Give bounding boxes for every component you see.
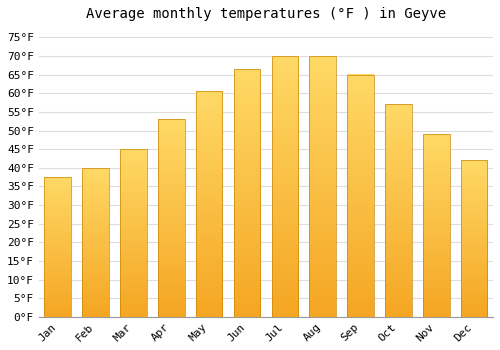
Bar [385,105,411,317]
Bar [44,177,71,317]
Bar [310,56,336,317]
Bar [158,119,184,317]
Title: Average monthly temperatures (°F ) in Geyve: Average monthly temperatures (°F ) in Ge… [86,7,446,21]
Bar [196,91,222,317]
Bar [234,69,260,317]
Bar [272,56,298,317]
Bar [461,160,487,317]
Bar [423,134,450,317]
Bar [348,75,374,317]
Bar [82,168,109,317]
Bar [120,149,146,317]
